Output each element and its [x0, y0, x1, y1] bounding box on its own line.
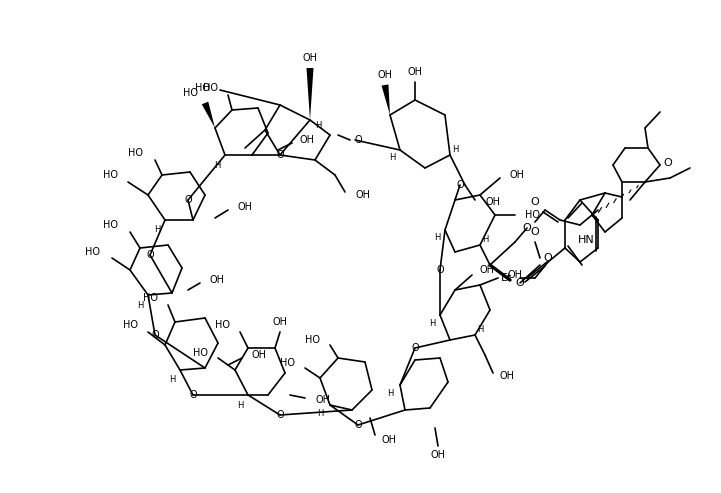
Text: Et: Et [500, 273, 512, 283]
Text: OH: OH [303, 53, 317, 63]
Text: OH: OH [508, 270, 523, 280]
Text: H: H [477, 325, 483, 334]
Text: H: H [236, 400, 243, 410]
Text: HO: HO [280, 358, 295, 368]
Polygon shape [381, 84, 390, 115]
Text: OH: OH [480, 265, 495, 275]
Text: HO: HO [143, 293, 158, 303]
Text: O: O [354, 420, 362, 430]
Text: OH: OH [382, 435, 397, 445]
Text: O: O [411, 343, 419, 353]
Text: H: H [317, 409, 323, 418]
Text: O: O [151, 330, 159, 340]
Text: OH: OH [378, 70, 392, 80]
Text: HO: HO [183, 88, 198, 98]
Text: OH: OH [500, 371, 515, 381]
Text: O: O [354, 135, 362, 145]
Polygon shape [306, 68, 314, 120]
Text: O: O [189, 390, 197, 400]
Text: OH: OH [252, 350, 267, 360]
Text: HO: HO [103, 220, 118, 230]
Text: OH: OH [407, 67, 423, 77]
Text: OH: OH [238, 202, 253, 212]
Text: HO: HO [195, 83, 210, 93]
Text: OH: OH [510, 170, 525, 180]
Text: H: H [452, 145, 458, 154]
Text: OH: OH [315, 395, 330, 405]
Text: O: O [456, 180, 464, 190]
Text: O: O [516, 278, 524, 288]
Text: HO: HO [305, 335, 320, 345]
Polygon shape [202, 102, 215, 128]
Text: OH: OH [485, 197, 500, 207]
Text: HO: HO [203, 83, 218, 93]
Text: O: O [663, 158, 673, 168]
Text: OH: OH [355, 190, 370, 200]
Text: H: H [386, 388, 393, 397]
Text: H: H [169, 376, 175, 385]
Text: H: H [137, 301, 143, 310]
Text: HO: HO [215, 320, 230, 330]
Text: HO: HO [193, 348, 208, 358]
Text: O: O [531, 197, 539, 207]
Text: HO: HO [123, 320, 138, 330]
Text: OH: OH [430, 450, 446, 460]
Text: H: H [434, 234, 441, 243]
Text: H: H [315, 120, 321, 130]
Text: O: O [544, 253, 552, 263]
Text: HN: HN [578, 235, 595, 245]
Text: O: O [184, 195, 192, 205]
Text: OH: OH [210, 275, 225, 285]
Text: O: O [276, 410, 284, 420]
Text: OH: OH [300, 135, 315, 145]
Text: HO: HO [128, 148, 143, 158]
Text: H: H [429, 318, 435, 327]
Text: OH: OH [273, 317, 288, 327]
Text: O: O [276, 150, 284, 160]
Text: HO: HO [103, 170, 118, 180]
Text: O: O [531, 227, 539, 237]
Text: H: H [482, 236, 488, 245]
Text: HO: HO [85, 247, 100, 257]
Text: HO: HO [525, 210, 540, 220]
Text: O: O [146, 250, 154, 260]
Text: H: H [154, 225, 160, 235]
Text: H: H [214, 161, 220, 170]
Text: O: O [523, 223, 531, 233]
Text: O: O [436, 265, 444, 275]
Text: H: H [389, 153, 395, 163]
